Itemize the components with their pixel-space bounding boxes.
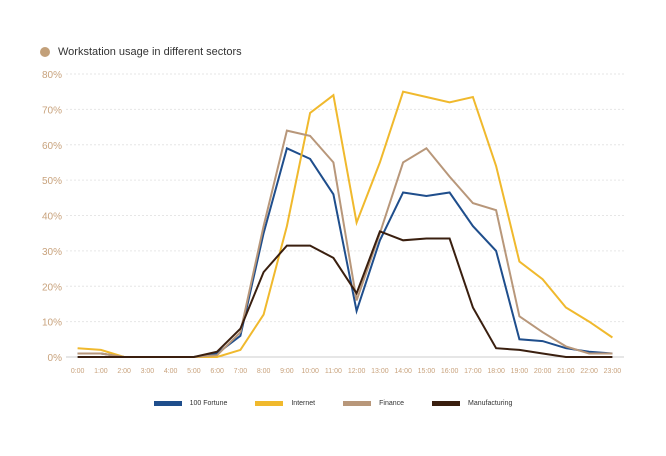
y-tick-label: 20%	[42, 282, 62, 293]
x-tick-label: 0:00	[71, 368, 85, 375]
x-tick-label: 8:00	[257, 368, 271, 375]
y-tick-label: 80%	[42, 70, 62, 81]
x-tick-label: 19:00	[511, 368, 529, 375]
legend-item: Finance	[343, 400, 404, 407]
y-tick-label: 30%	[42, 247, 62, 258]
chart-title-row: Workstation usage in different sectors	[40, 46, 242, 58]
legend-swatch	[343, 401, 372, 406]
x-tick-label: 1:00	[94, 368, 108, 375]
y-tick-label: 0%	[48, 353, 63, 364]
legend-label: Internet	[291, 400, 316, 407]
x-tick-label: 20:00	[534, 368, 552, 375]
legend-swatch	[153, 401, 182, 406]
x-tick-label: 17:00	[464, 368, 482, 375]
title-dot-icon	[40, 47, 50, 57]
series-line-internet	[77, 90, 613, 358]
x-tick-label: 16:00	[441, 368, 459, 375]
series-line-finance	[77, 129, 613, 358]
legend-label: Finance	[379, 400, 405, 407]
legend-label: Manufacturing	[468, 400, 513, 407]
x-tick-label: 22:00	[580, 368, 598, 375]
x-tick-label: 5:00	[187, 368, 201, 375]
x-tick-label: 13:00	[371, 368, 389, 375]
x-tick-label: 7:00	[234, 368, 248, 375]
legend-item: Internet	[255, 400, 315, 407]
legend-item: 100 Fortune	[153, 400, 228, 407]
x-tick-label: 3:00	[141, 368, 155, 375]
legend-swatch	[255, 401, 284, 406]
y-tick-label: 60%	[42, 141, 62, 152]
x-tick-label: 11:00	[325, 368, 342, 375]
y-tick-label: 10%	[42, 318, 62, 329]
legend-label: 100 Fortune	[189, 400, 228, 407]
x-tick-label: 6:00	[210, 368, 224, 375]
x-tick-label: 15:00	[418, 368, 436, 375]
y-tick-label: 70%	[42, 105, 62, 116]
legend-item: Manufacturing	[432, 400, 512, 407]
x-tick-label: 4:00	[164, 368, 178, 375]
x-tick-label: 18:00	[487, 368, 505, 375]
x-tick-label: 9:00	[280, 368, 294, 375]
legend-swatch	[432, 401, 461, 406]
x-tick-label: 14:00	[394, 368, 412, 375]
chart-title: Workstation usage in different sectors	[58, 46, 242, 58]
x-tick-label: 2:00	[117, 368, 131, 375]
y-tick-label: 40%	[42, 212, 62, 223]
x-tick-label: 10:00	[301, 368, 319, 375]
x-tick-label: 12:00	[348, 368, 366, 375]
x-tick-label: 21:00	[557, 368, 575, 375]
y-tick-label: 50%	[42, 176, 62, 187]
chart-legend: 100 Fortune Internet Finance Manufacturing	[0, 400, 666, 407]
x-tick-label: 23:00	[604, 368, 622, 375]
series-line-manufacturing	[77, 230, 613, 358]
